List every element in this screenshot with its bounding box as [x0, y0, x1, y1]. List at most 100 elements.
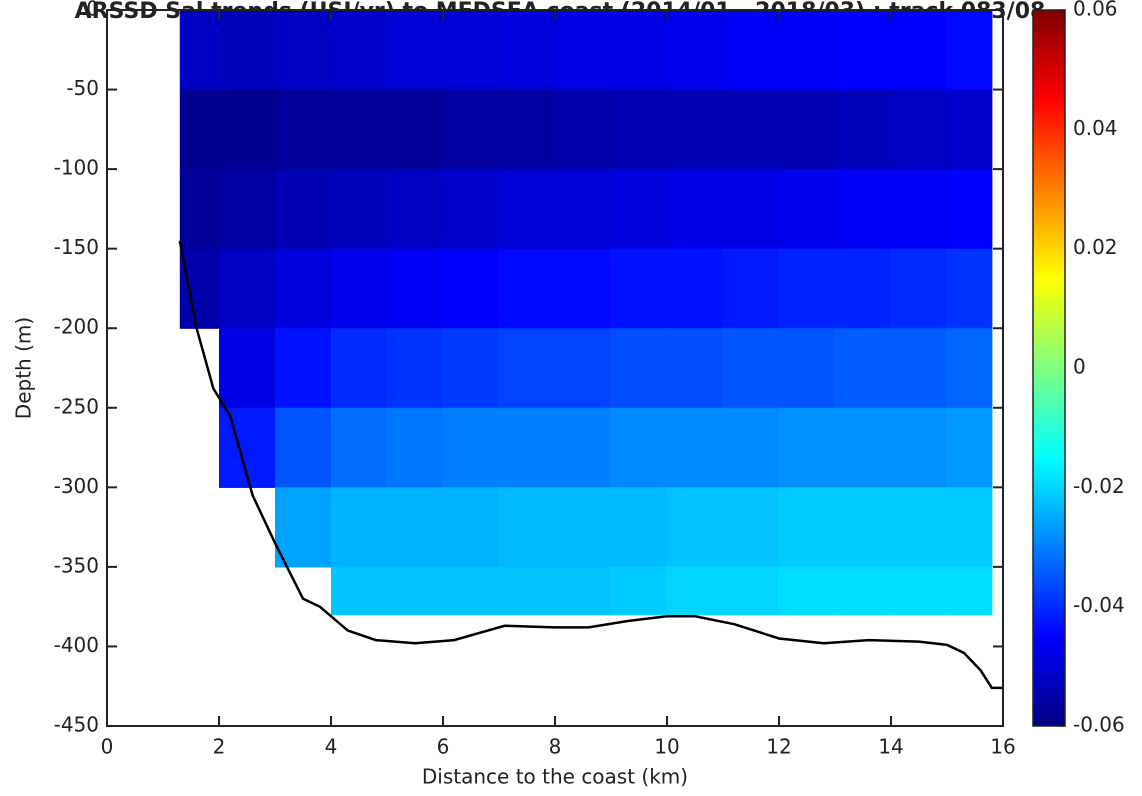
- field-cell: [891, 407, 948, 488]
- field-cell: [779, 248, 836, 329]
- field-cell: [779, 328, 836, 409]
- field-cell: [219, 10, 276, 91]
- field-cell: [891, 89, 948, 170]
- x-tick-label: 4: [325, 735, 338, 759]
- colorbar-frame: [1032, 9, 1066, 727]
- x-tick-label: 2: [213, 735, 226, 759]
- field-cell: [611, 89, 668, 170]
- field-cell: [891, 169, 948, 250]
- x-tick-label: 10: [654, 735, 679, 759]
- x-tick-label: 8: [549, 735, 562, 759]
- x-axis-label: Distance to the coast (km): [422, 765, 688, 789]
- field: [178, 10, 1003, 690]
- field-cell: [835, 169, 892, 250]
- y-tick-label: -200: [54, 315, 99, 339]
- field-cell: [835, 407, 892, 488]
- field-cell: [835, 566, 892, 616]
- field-cell: [443, 10, 500, 91]
- field-cell: [723, 89, 780, 170]
- field-cell: [723, 169, 780, 250]
- field-cell: [387, 169, 444, 250]
- field-cell: [499, 248, 556, 329]
- y-tick-label: -450: [54, 713, 99, 737]
- field-cell: [443, 89, 500, 170]
- field-cell: [443, 487, 500, 568]
- field-cell: [555, 328, 612, 409]
- field-cell: [387, 328, 444, 409]
- field-cell: [947, 407, 993, 488]
- field-cell: [499, 169, 556, 250]
- field-cell: [179, 89, 220, 170]
- y-tick-label: -50: [66, 76, 99, 100]
- field-cell: [499, 407, 556, 488]
- field-cell: [779, 407, 836, 488]
- field-cell: [947, 248, 993, 329]
- field-cell: [275, 10, 332, 91]
- field-cell: [499, 487, 556, 568]
- field-cell: [275, 487, 332, 568]
- y-tick-label: -250: [54, 394, 99, 418]
- x-tick-label: 16: [990, 735, 1015, 759]
- field-cell: [555, 10, 612, 91]
- field-cell: [667, 169, 724, 250]
- field-cell: [555, 487, 612, 568]
- field-cell: [891, 248, 948, 329]
- y-axis-label: Depth (m): [12, 317, 36, 419]
- field-cell: [947, 328, 993, 409]
- field-cell: [331, 328, 388, 409]
- field-cell: [611, 169, 668, 250]
- colorbar-tick-label: 0.02: [1073, 235, 1118, 259]
- field-cell: [667, 566, 724, 616]
- field-cell: [331, 169, 388, 250]
- colorbar-tick-label: -0.02: [1073, 474, 1125, 498]
- field-cell: [779, 487, 836, 568]
- field-cell: [387, 248, 444, 329]
- field-cell: [723, 328, 780, 409]
- field-cell: [443, 248, 500, 329]
- field-cell: [331, 487, 388, 568]
- field-cell: [891, 10, 948, 91]
- field-cell: [835, 89, 892, 170]
- field-cell: [779, 89, 836, 170]
- field-cell: [723, 407, 780, 488]
- plot-frame: [106, 9, 1004, 727]
- field-cell: [443, 169, 500, 250]
- field-cell: [555, 407, 612, 488]
- field-cell: [219, 248, 276, 329]
- field-cell: [179, 169, 220, 250]
- field-cell: [387, 407, 444, 488]
- field-cell: [611, 566, 668, 616]
- field-cell: [499, 10, 556, 91]
- x-tick-label: 14: [878, 735, 903, 759]
- field-cell: [499, 566, 556, 616]
- colorbar-tick-label: -0.04: [1073, 593, 1125, 617]
- field-cell: [611, 487, 668, 568]
- field-cell: [555, 248, 612, 329]
- colorbar-tick-label: 0: [1073, 355, 1086, 379]
- field-cell: [611, 328, 668, 409]
- field-cell: [611, 10, 668, 91]
- field-cell: [835, 487, 892, 568]
- field-cell: [891, 566, 948, 616]
- field-cell: [275, 89, 332, 170]
- field-cell: [443, 407, 500, 488]
- field-cell: [947, 10, 993, 91]
- field-cell: [947, 487, 993, 568]
- field-cell: [835, 328, 892, 409]
- field-cell: [611, 407, 668, 488]
- field-cell: [891, 487, 948, 568]
- field-cell: [723, 566, 780, 616]
- field-cell: [179, 10, 220, 91]
- field-cell: [947, 89, 993, 170]
- field-cell: [835, 10, 892, 91]
- field-cell: [667, 248, 724, 329]
- y-tick-label: -300: [54, 474, 99, 498]
- field-cell: [331, 407, 388, 488]
- colorbar-tick-label: 0.06: [1073, 0, 1118, 21]
- field-cell: [499, 328, 556, 409]
- field-cell: [835, 248, 892, 329]
- field-cell: [443, 566, 500, 616]
- field-cell: [891, 328, 948, 409]
- field-cell: [387, 10, 444, 91]
